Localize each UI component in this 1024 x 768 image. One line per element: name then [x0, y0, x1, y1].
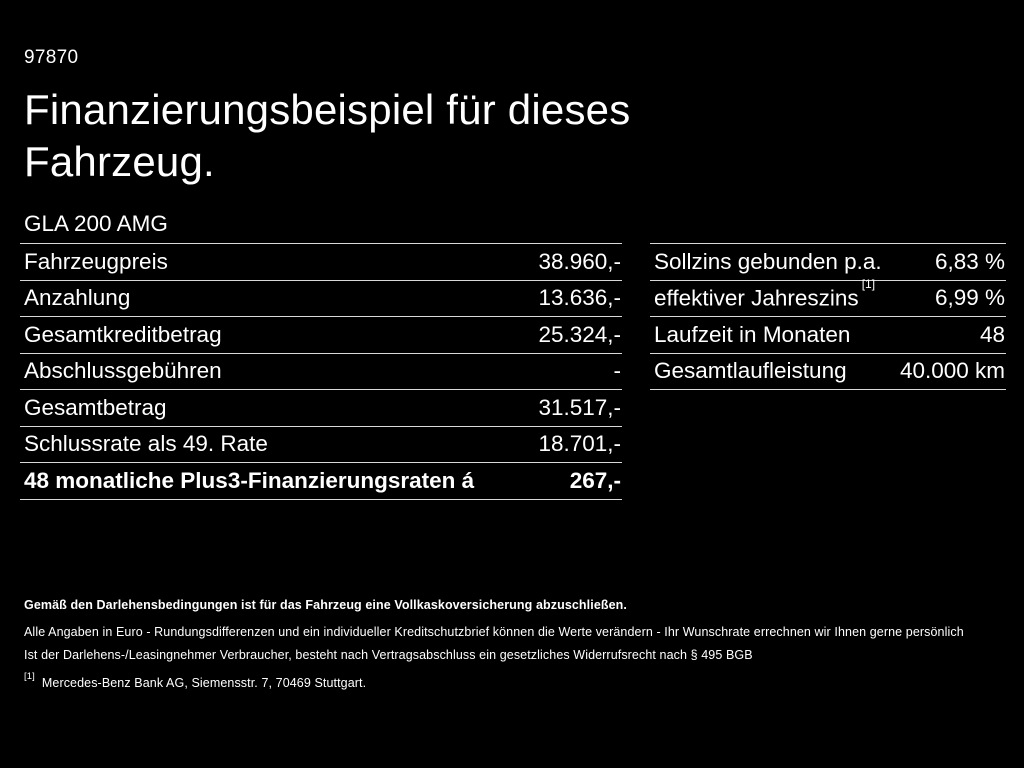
- reference-number: 97870: [24, 47, 79, 68]
- footnote-text: Mercedes-Benz Bank AG, Siemensstr. 7, 70…: [41, 676, 367, 691]
- table-row: Abschlussgebühren -: [20, 352, 622, 390]
- row-label: Gesamtlaufleistung: [654, 358, 847, 383]
- row-label: Fahrzeugpreis: [24, 248, 168, 274]
- row-label: 48 monatliche Plus3-Finanzierungsraten á: [24, 467, 475, 493]
- table-row: Anzahlung 13.636,-: [20, 279, 622, 317]
- table-row: Fahrzeugpreis 38.960,-: [20, 243, 622, 280]
- row-value: -: [613, 358, 622, 383]
- footnote-marker: [1]: [24, 671, 35, 682]
- row-value: 6,99 %: [934, 285, 1005, 310]
- row-value: 40.000 km: [899, 358, 1005, 383]
- row-label: effektiver Jahreszins[1]: [650, 278, 875, 311]
- row-label: Gesamtbetrag: [24, 394, 167, 420]
- row-value: 38.960,-: [538, 248, 621, 274]
- page-title: Finanzierungsbeispiel für dieses Fahrzeug…: [24, 84, 630, 188]
- row-value: 13.636,-: [538, 285, 621, 310]
- table-row-monthly-rate: 48 monatliche Plus3-Finanzierungsraten á…: [20, 462, 622, 499]
- row-label-text: effektiver Jahreszins: [654, 285, 859, 311]
- page-title-line2: Fahrzeug.: [24, 138, 215, 185]
- row-label: Gesamtkreditbetrag: [24, 321, 222, 347]
- vehicle-model: GLA 200 AMG: [24, 211, 168, 236]
- page-title-line1: Finanzierungsbeispiel für dieses: [24, 86, 631, 133]
- row-value: 6,83 %: [934, 248, 1005, 274]
- row-value: 31.517,-: [538, 394, 621, 420]
- table-row: Schlussrate als 49. Rate 18.701,-: [20, 425, 622, 463]
- row-label: Sollzins gebunden p.a.: [654, 248, 882, 274]
- bank-footnote: [1] Mercedes-Benz Bank AG, Siemensstr. 7,…: [24, 671, 1004, 691]
- table-row: Gesamtlaufleistung 40.000 km: [650, 352, 1006, 390]
- table-row: Sollzins gebunden p.a. 6,83 %: [650, 243, 1006, 280]
- row-value: 267,-: [569, 467, 621, 493]
- disclaimer-line2: Ist der Darlehens-/Leasingnehmer Verbrau…: [24, 648, 753, 662]
- row-label: Laufzeit in Monaten: [654, 321, 851, 347]
- table-row: Gesamtbetrag 31.517,-: [20, 389, 622, 426]
- insurance-note: Gemäß den Darlehensbedingungen ist für d…: [24, 598, 627, 612]
- footnote-reference-marker: [1]: [861, 276, 876, 291]
- row-value: 48: [979, 321, 1005, 347]
- legal-footer: Gemäß den Darlehensbedingungen ist für d…: [24, 597, 1004, 691]
- row-value: 18.701,-: [538, 431, 621, 456]
- financing-conditions-table: Sollzins gebunden p.a. 6,83 % effektiver…: [650, 243, 1006, 390]
- table-row: Gesamtkreditbetrag 25.324,-: [20, 316, 622, 353]
- row-label: Abschlussgebühren: [24, 358, 222, 383]
- row-label: Anzahlung: [24, 285, 131, 310]
- row-value: 25.324,-: [538, 321, 621, 347]
- table-row: Laufzeit in Monaten 48: [650, 316, 1006, 353]
- financing-cost-table: Fahrzeugpreis 38.960,- Anzahlung 13.636,…: [20, 243, 622, 500]
- disclaimer-line1: Alle Angaben in Euro - Rundungsdifferenz…: [24, 625, 964, 639]
- row-label: Schlussrate als 49. Rate: [24, 431, 268, 456]
- table-row: effektiver Jahreszins[1] 6,99 %: [650, 278, 1006, 317]
